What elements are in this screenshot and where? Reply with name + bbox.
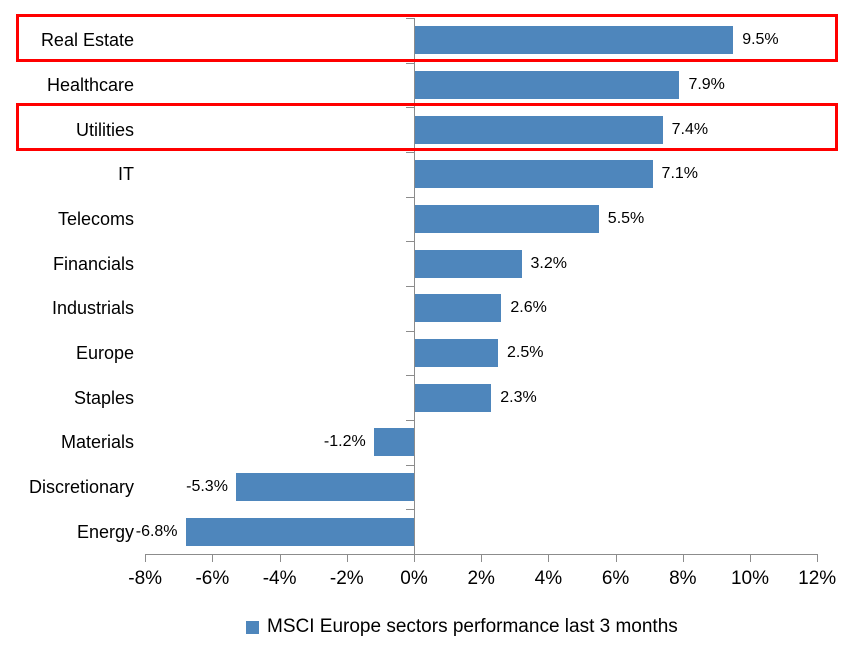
category-label: Staples [73,387,134,408]
value-label: 9.5% [742,31,779,49]
legend-label: MSCI Europe sectors performance last 3 m… [267,616,678,637]
value-label: 2.3% [500,388,537,406]
bar [414,71,680,99]
bar [414,383,492,412]
category-axis-tick [406,107,414,109]
category-label: Utilities [75,119,134,140]
category-axis-tick [406,196,414,198]
x-tick-label: 4% [534,568,563,589]
category-axis-tick [406,62,414,64]
bar [373,428,414,457]
category-axis-tick [406,509,414,511]
x-tick-label: 2% [467,568,495,589]
value-axis-tick [750,554,751,562]
x-tick-label: -6% [195,568,230,589]
value-label: 5.5% [607,210,645,227]
value-axis-tick [279,554,281,562]
value-axis-tick [346,554,348,562]
category-label: Energy [76,521,134,542]
bar [414,249,522,278]
x-tick-label: 10% [730,568,770,589]
x-tick-label: 6% [601,568,630,589]
category-axis-tick [406,420,414,421]
x-tick-label: -2% [329,568,364,589]
bar [414,160,653,189]
category-axis-line [414,18,415,554]
value-axis-tick [145,554,147,562]
category-axis-tick [406,286,414,287]
category-label: Telecoms [57,209,134,229]
category-label: Europe [75,343,134,363]
category-axis-tick [406,18,414,19]
value-axis-tick [481,554,483,562]
bar [185,517,414,546]
value-axis-tick [212,554,214,562]
value-label: -1.2% [323,433,366,451]
x-tick-label: 0% [400,568,428,589]
category-axis-tick [406,375,414,377]
bar [235,473,414,501]
category-label: Real Estate [40,30,134,51]
value-axis-tick [414,554,415,562]
category-label: Materials [60,432,134,453]
category-label: Discretionary [28,477,134,497]
value-axis-tick [682,554,684,562]
x-tick-label: 12% [798,568,837,589]
value-label: 2.5% [507,344,544,361]
bar [414,294,502,323]
x-tick-label: -8% [128,568,163,589]
value-label: -5.3% [186,478,228,495]
category-axis-tick [406,330,414,332]
x-tick-label: -4% [262,568,297,589]
category-label: Financials [52,253,134,274]
category-axis-tick [406,152,414,153]
value-label: 2.6% [510,299,547,317]
value-label: 7.9% [688,76,725,93]
bar [414,115,663,144]
value-label: -6.8% [135,522,178,540]
value-label: 7.1% [661,165,699,183]
legend: MSCI Europe sectors performance last 3 m… [246,615,678,639]
value-axis-tick [548,554,550,562]
category-axis-tick [406,241,414,243]
bar [414,339,498,367]
value-label: 7.4% [671,120,709,138]
category-label: Healthcare [46,75,134,95]
category-axis-tick [406,464,414,466]
bar [414,26,734,55]
value-label: 3.2% [530,254,567,272]
value-axis-tick [615,554,617,562]
value-axis-tick [817,554,819,562]
highlight-box [16,102,838,151]
bar [414,205,599,233]
category-label: Industrials [51,298,134,319]
legend-swatch-icon [246,620,259,634]
category-label: IT [118,164,134,185]
highlight-box [16,13,838,62]
x-tick-label: 8% [669,568,697,589]
